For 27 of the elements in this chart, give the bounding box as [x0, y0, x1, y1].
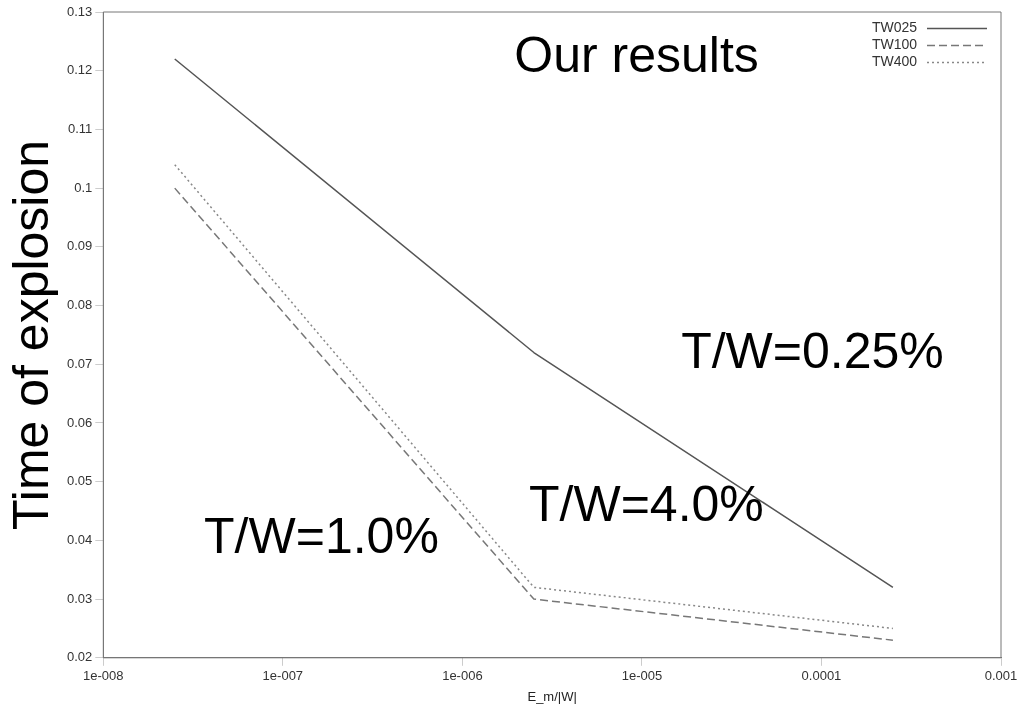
legend-label: TW400 [871, 53, 918, 70]
x-tick-label: 0.001 [984, 668, 1018, 684]
x-axis-title: E_m/|W| [527, 688, 577, 704]
chart-title: Our results [514, 26, 759, 83]
y-axis-title: Time of explosion [2, 139, 59, 530]
y-tick-label: 0.11 [67, 121, 93, 136]
annotation: T/W=0.25% [681, 323, 944, 380]
y-tick-label: 0.02 [66, 649, 93, 665]
x-tick-label: 1e-005 [621, 668, 663, 684]
y-tick-label: 0.1 [74, 179, 93, 195]
annotation: T/W=1.0% [204, 508, 439, 565]
legend-label: TW100 [871, 36, 918, 53]
y-tick-label: 0.06 [66, 414, 93, 430]
y-tick-label: 0.07 [66, 355, 93, 371]
y-tick-label: 0.13 [66, 3, 93, 19]
y-tick-label: 0.12 [66, 62, 93, 78]
y-tick-label: 0.03 [66, 590, 93, 606]
y-tick-label: 0.05 [66, 473, 93, 489]
y-tick-label: 0.04 [66, 531, 93, 547]
legend-label: TW025 [871, 19, 918, 36]
x-tick-label: 1e-006 [442, 668, 483, 684]
x-tick-label: 1e-007 [262, 668, 304, 684]
x-tick-label: 1e-008 [83, 668, 124, 684]
y-tick-label: 0.08 [66, 297, 93, 313]
annotation: T/W=4.0% [529, 476, 764, 533]
x-tick-label: 0.0001 [801, 668, 842, 684]
y-tick-label: 0.09 [66, 238, 93, 254]
